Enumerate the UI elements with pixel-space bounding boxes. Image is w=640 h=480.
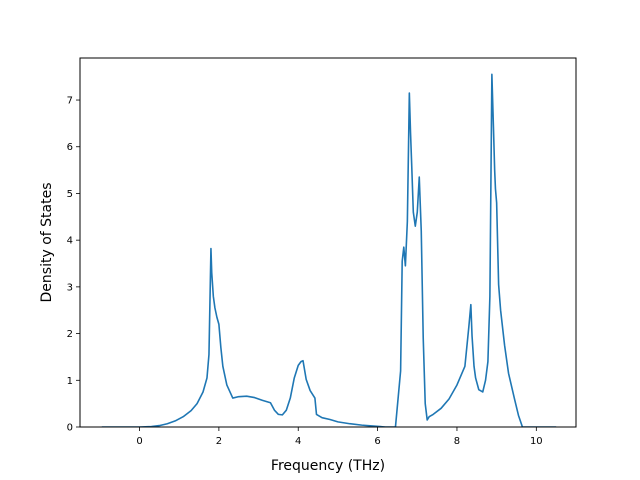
x-tick-label: 0 bbox=[136, 436, 142, 447]
x-tick-label: 6 bbox=[374, 436, 380, 447]
y-axis-ticks: 0 1 2 3 4 5 6 7 bbox=[67, 96, 80, 434]
y-tick-label: 0 bbox=[67, 423, 73, 434]
y-axis-label: Density of States bbox=[39, 183, 55, 303]
y-tick-label: 4 bbox=[67, 236, 73, 247]
y-tick-label: 1 bbox=[67, 376, 73, 387]
y-tick-label: 6 bbox=[67, 142, 73, 153]
y-tick-label: 3 bbox=[67, 282, 73, 293]
y-tick-label: 2 bbox=[67, 329, 73, 340]
x-axis-label: Frequency (THz) bbox=[271, 458, 385, 474]
x-axis-ticks: 0 2 4 6 8 10 bbox=[136, 427, 543, 447]
plot-area bbox=[101, 73, 557, 427]
x-tick-label: 4 bbox=[295, 436, 301, 447]
y-tick-label: 5 bbox=[67, 189, 73, 200]
x-tick-label: 2 bbox=[216, 436, 222, 447]
y-tick-label: 7 bbox=[67, 96, 73, 107]
x-tick-label: 8 bbox=[454, 436, 460, 447]
series-line-0 bbox=[101, 73, 557, 427]
axes-frame bbox=[79, 57, 577, 428]
x-tick-label: 10 bbox=[530, 436, 543, 447]
